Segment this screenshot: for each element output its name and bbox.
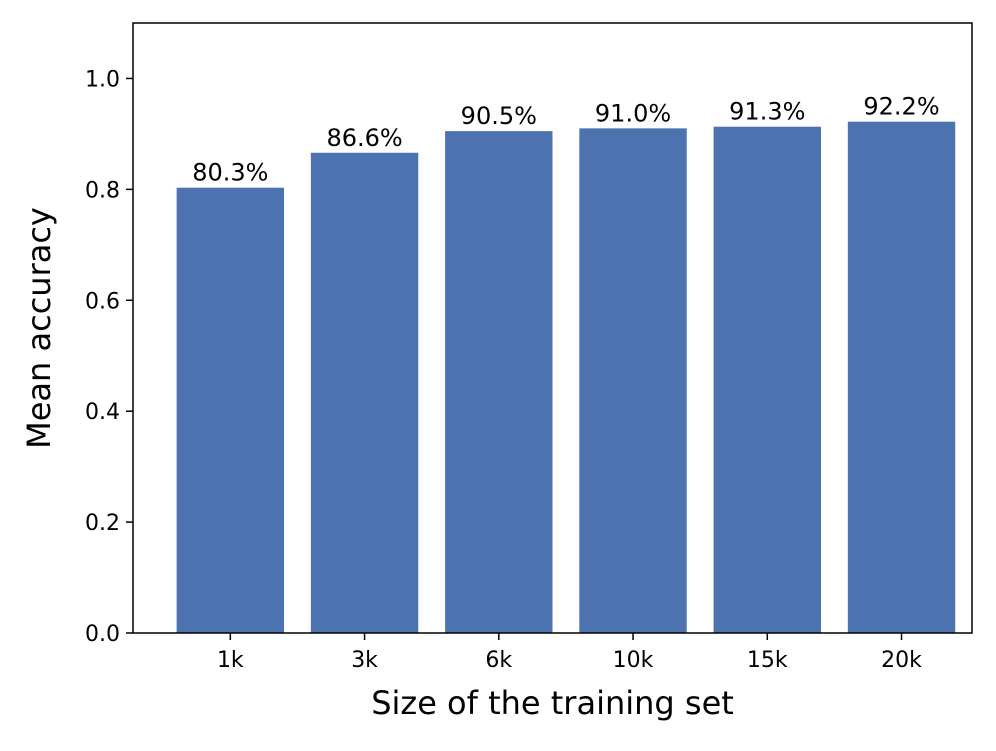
bar-3k (310, 152, 419, 633)
bar-6k (445, 131, 553, 634)
data-label-10k: 91.0% (595, 99, 671, 127)
y-tick-label-0.8: 0.8 (85, 178, 120, 203)
x-tick-label-20k: 20k (881, 648, 922, 673)
bar-1k (176, 187, 285, 633)
data-labels-layer: 80.3% 86.6% 90.5% 91.0% 91.3% 92.2% (192, 93, 939, 187)
x-tick-label-6k: 6k (485, 648, 512, 673)
plot-frame (132, 22, 973, 634)
x-tick-label-3k: 3k (351, 648, 378, 673)
x-tick-label-1k: 1k (217, 648, 244, 673)
y-axis-title: Mean accuracy (20, 207, 58, 449)
bar-10k (579, 128, 687, 633)
x-axis-ticks: 1k 3k 6k 10k 15k 20k (217, 633, 922, 673)
data-label-1k: 80.3% (192, 159, 268, 187)
y-axis-ticks: 0.0 0.2 0.4 0.6 0.8 1.0 (85, 67, 133, 647)
y-tick-label-0.0: 0.0 (85, 622, 120, 647)
bars-layer (176, 121, 956, 634)
bar-15k (713, 126, 821, 633)
x-axis-title: Size of the training set (371, 684, 734, 722)
x-tick-label-15k: 15k (747, 648, 788, 673)
y-tick-label-1.0: 1.0 (85, 67, 120, 92)
data-label-20k: 92.2% (863, 93, 939, 121)
data-label-6k: 90.5% (461, 102, 537, 130)
y-tick-label-0.6: 0.6 (85, 289, 120, 314)
bar-20k (847, 121, 956, 633)
y-tick-label-0.4: 0.4 (85, 400, 120, 425)
y-tick-label-0.2: 0.2 (85, 511, 120, 536)
data-label-15k: 91.3% (729, 98, 805, 126)
data-label-3k: 86.6% (326, 124, 402, 152)
x-tick-label-10k: 10k (613, 648, 654, 673)
